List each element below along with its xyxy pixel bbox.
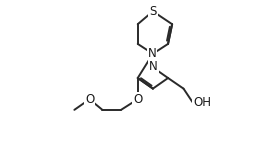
Text: O: O: [85, 93, 94, 106]
Text: N: N: [149, 60, 158, 73]
Text: OH: OH: [193, 96, 211, 109]
Text: N: N: [148, 47, 157, 60]
Text: O: O: [133, 93, 142, 106]
Text: S: S: [149, 5, 157, 18]
